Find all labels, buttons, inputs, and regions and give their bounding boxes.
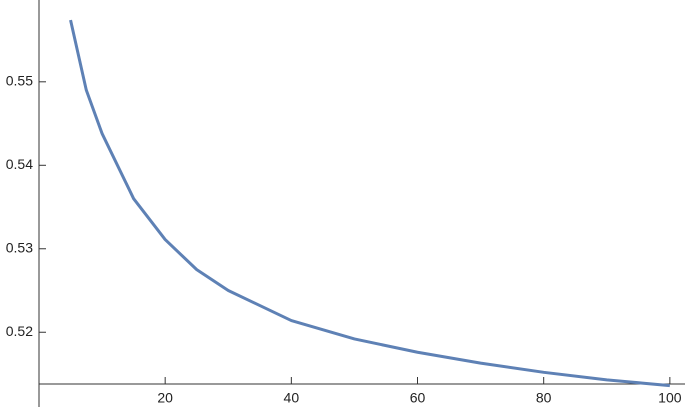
y-tick-label: 0.54 <box>6 156 33 172</box>
x-tick-label: 20 <box>157 390 173 406</box>
line <box>69 19 670 388</box>
y-tick-label: 0.53 <box>6 239 33 255</box>
y-tick-label: 0.55 <box>6 73 33 89</box>
x-tick-label: 40 <box>284 390 300 406</box>
y-tick-label: 0.52 <box>6 323 33 339</box>
x-tick-label: 60 <box>410 390 426 406</box>
x-tick-label: 100 <box>658 390 682 406</box>
x-tick-label: 80 <box>536 390 552 406</box>
